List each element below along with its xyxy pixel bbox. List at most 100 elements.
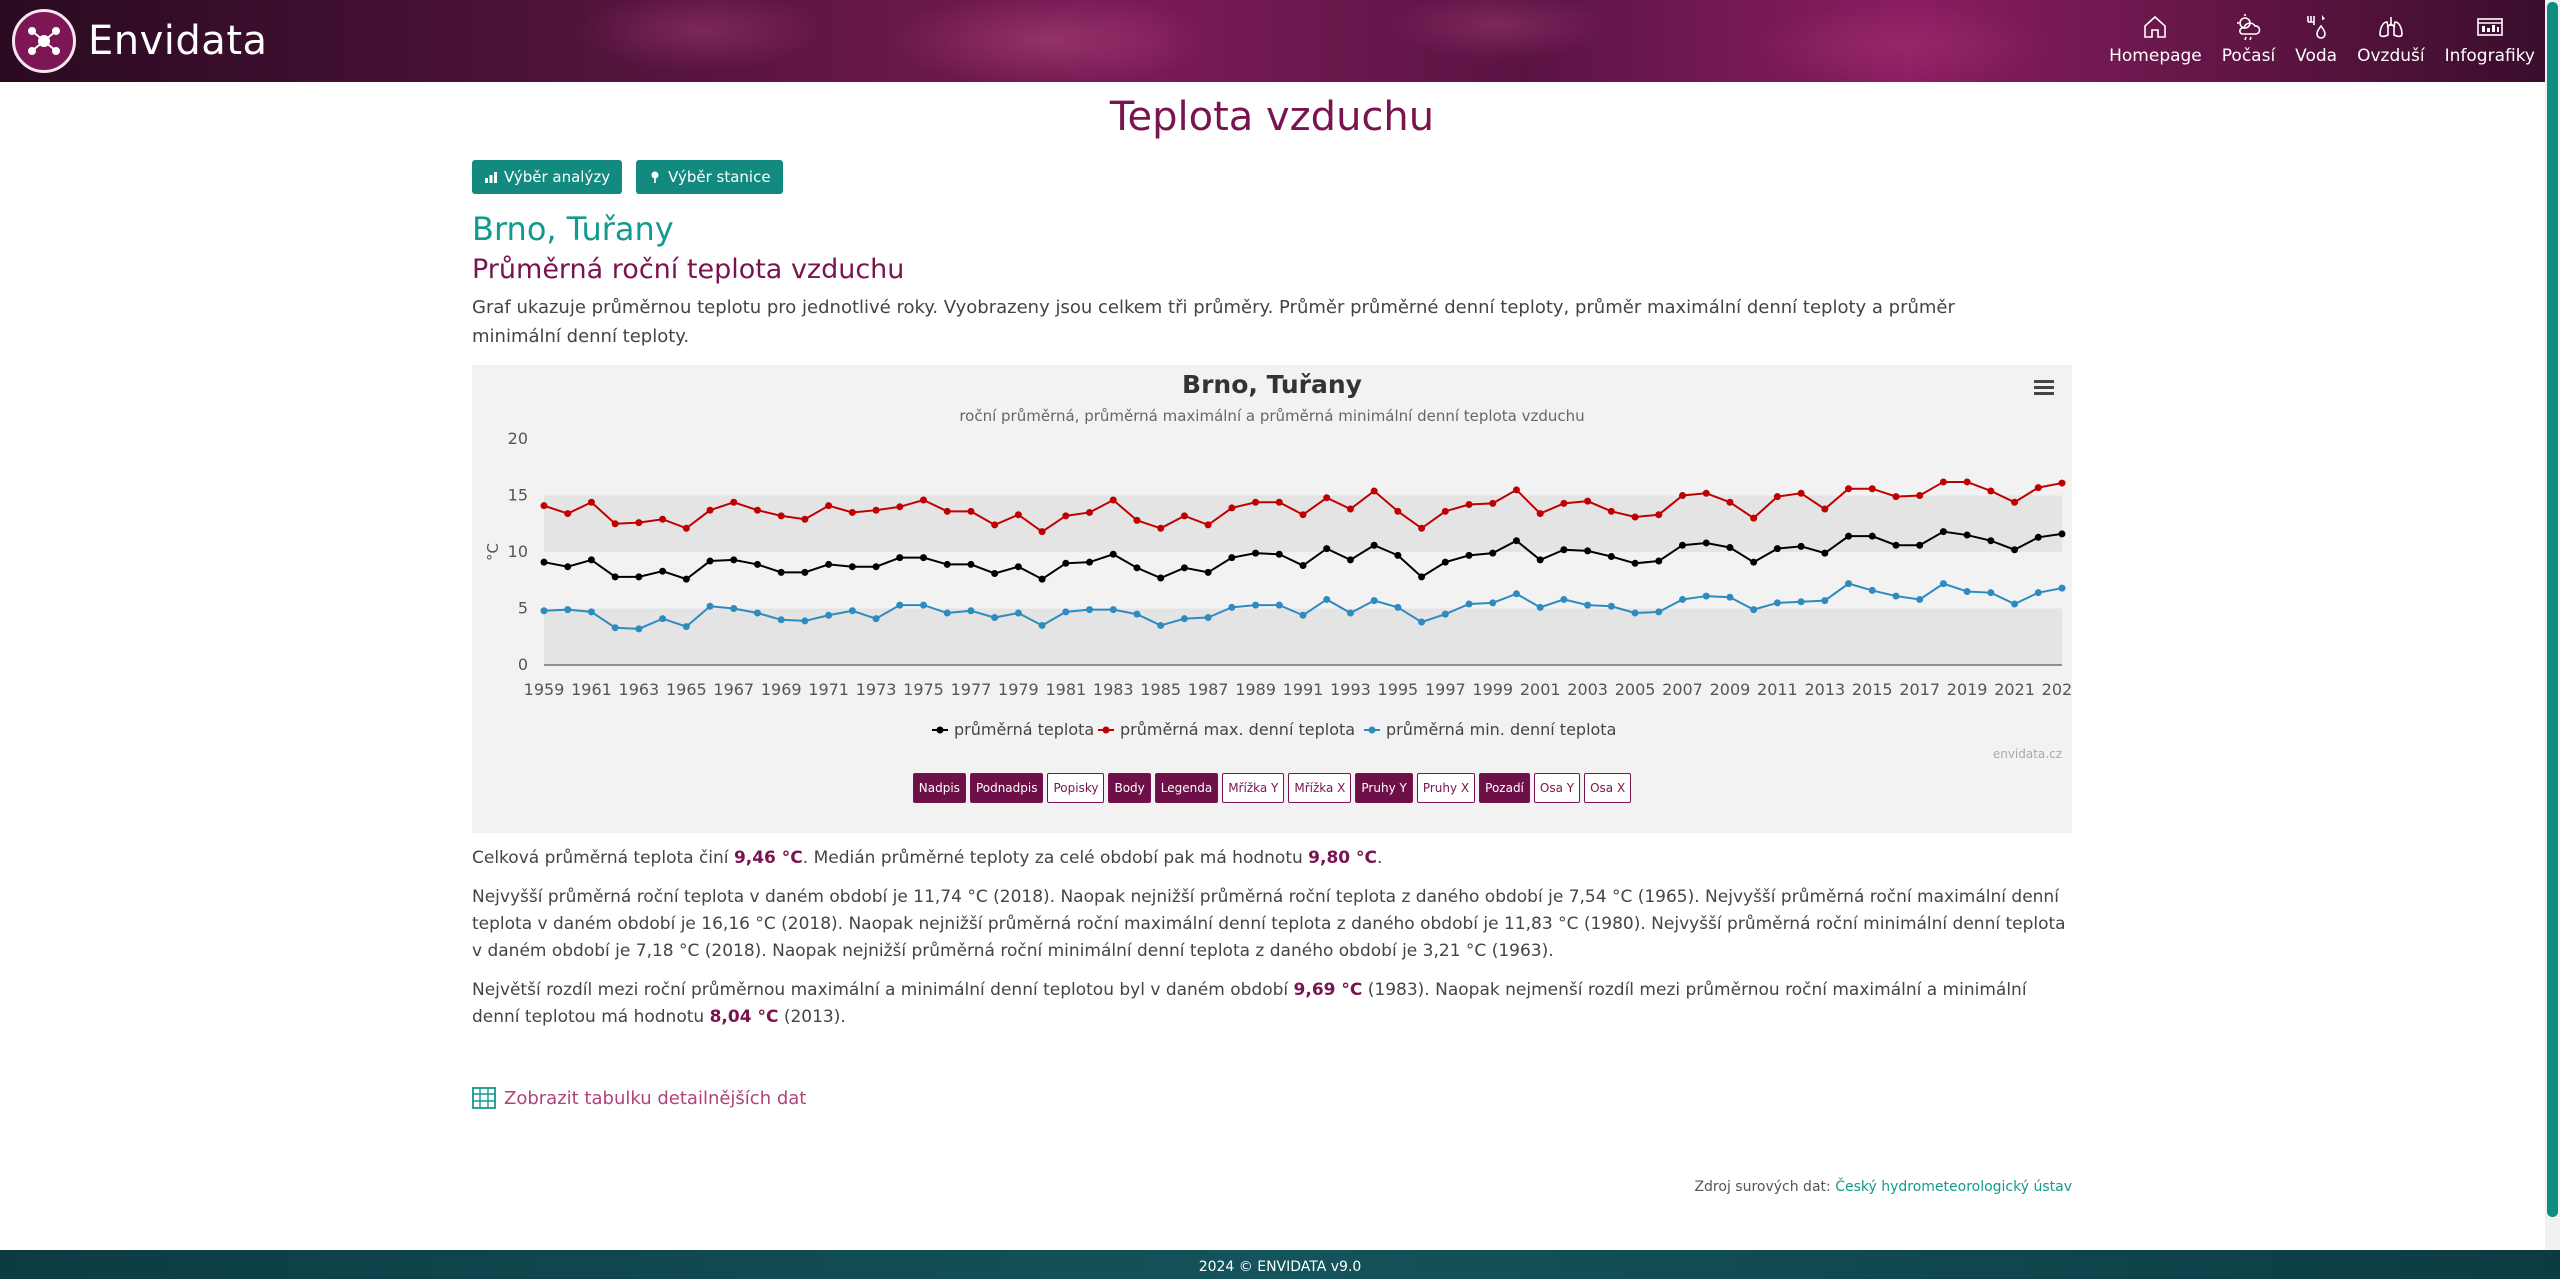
- series-point-0: [1228, 554, 1236, 562]
- x-tick-label: 1963: [619, 680, 660, 699]
- series-point-0: [967, 560, 975, 568]
- series-point-1: [611, 520, 619, 528]
- series-point-0: [1133, 564, 1141, 572]
- series-point-2: [872, 615, 880, 623]
- x-tick-label: 2013: [1804, 680, 1845, 699]
- x-tick-label: 1969: [761, 680, 802, 699]
- series-point-1: [1584, 497, 1592, 505]
- x-tick-label: 1999: [1472, 680, 1513, 699]
- series-point-1: [1631, 513, 1639, 521]
- y-tick-label: 5: [518, 599, 528, 618]
- x-tick-label: 2011: [1757, 680, 1798, 699]
- series-point-2: [1536, 603, 1544, 611]
- series-point-2: [967, 607, 975, 615]
- chart-menu-icon[interactable]: [2032, 377, 2056, 401]
- scrollbar-thumb[interactable]: [2547, 2, 2558, 1217]
- chart-toggle-pruhy-y[interactable]: Pruhy Y: [1355, 773, 1413, 803]
- chart-toggle-mřížka-x[interactable]: Mřížka X: [1288, 773, 1352, 803]
- chart-toggle-osa-y[interactable]: Osa Y: [1533, 773, 1581, 803]
- chart-toggle-popisky[interactable]: Popisky: [1047, 773, 1105, 803]
- stat-median-value: 9,80 °C: [1308, 848, 1378, 868]
- x-tick-label: 1971: [808, 680, 849, 699]
- series-point-2: [1773, 599, 1781, 607]
- station-select-button[interactable]: Výběr stanice: [636, 160, 783, 194]
- series-point-2: [540, 607, 548, 615]
- series-point-2: [2011, 600, 2019, 608]
- analysis-select-button[interactable]: Výběr analýzy: [472, 160, 623, 194]
- series-point-0: [1584, 547, 1592, 555]
- x-tick-label: 1985: [1140, 680, 1181, 699]
- series-point-2: [1750, 606, 1758, 614]
- logo-icon: [12, 9, 76, 73]
- chart-toggle-podnadpis[interactable]: Podnadpis: [969, 773, 1044, 803]
- series-point-0: [682, 575, 690, 583]
- stat-mean-value: 9,46 °C: [733, 848, 803, 868]
- stat-summary: Celková průměrná teplota činí 9,46 °C. M…: [472, 845, 2072, 872]
- series-point-0: [1655, 557, 1663, 565]
- series-point-2: [1607, 602, 1615, 610]
- chart-title: Brno, Tuřany: [1182, 370, 1362, 399]
- series-point-0: [611, 573, 619, 581]
- series-point-0: [1204, 568, 1212, 576]
- show-table-link[interactable]: Zobrazit tabulku detailnějších dat: [472, 1087, 2072, 1109]
- y-tick-label: 15: [508, 486, 528, 505]
- series-point-2: [1987, 589, 1995, 597]
- series-point-0: [1323, 545, 1331, 553]
- chart-toggle-pozadí[interactable]: Pozadí: [1479, 773, 1530, 803]
- series-point-0: [825, 560, 833, 568]
- series-point-0: [1394, 551, 1402, 559]
- logo[interactable]: Envidata: [12, 9, 268, 73]
- series-point-2: [1133, 610, 1141, 618]
- series-point-0: [1441, 558, 1449, 566]
- series-point-0: [1892, 541, 1900, 549]
- series-point-2: [1631, 609, 1639, 617]
- series-point-2: [1868, 586, 1876, 594]
- series-point-2: [825, 611, 833, 619]
- series-point-2: [1845, 580, 1853, 588]
- series-point-2: [1939, 580, 1947, 588]
- y-band: [544, 495, 2062, 552]
- series-point-1: [2034, 484, 2042, 492]
- series-point-2: [730, 605, 738, 612]
- chart-toggle-nadpis[interactable]: Nadpis: [912, 773, 966, 803]
- x-tick-label: 1975: [903, 680, 944, 699]
- chart-toggle-pruhy-x[interactable]: Pruhy X: [1416, 773, 1476, 803]
- series-point-1: [1109, 496, 1117, 504]
- series-point-2: [635, 625, 643, 633]
- series-point-0: [943, 560, 951, 568]
- series-point-1: [1702, 489, 1710, 497]
- nav-pocasi[interactable]: Počasí: [2212, 12, 2285, 66]
- series-point-0: [872, 563, 880, 571]
- series-point-1: [1892, 493, 1900, 501]
- chart-credit[interactable]: envidata.cz: [1992, 747, 2062, 761]
- nav-voda[interactable]: Voda: [2285, 12, 2347, 66]
- nav-ovzdusi[interactable]: Ovzduší: [2347, 12, 2435, 66]
- nav-homepage[interactable]: Homepage: [2099, 12, 2212, 66]
- page-scrollbar[interactable]: [2545, 0, 2560, 1250]
- logo-text: Envidata: [88, 18, 268, 64]
- series-point-0: [1939, 528, 1947, 536]
- series-point-2: [1418, 618, 1426, 626]
- series-point-2: [1726, 593, 1734, 601]
- series-point-2: [1204, 614, 1212, 622]
- series-point-2: [2034, 589, 2042, 597]
- series-point-0: [1275, 550, 1283, 558]
- series-point-1: [1750, 514, 1758, 522]
- series-point-1: [777, 512, 785, 520]
- x-tick-label: 1961: [571, 680, 612, 699]
- water-icon: [2307, 15, 2326, 39]
- chart-toggle-body[interactable]: Body: [1108, 773, 1151, 803]
- series-point-0: [896, 554, 904, 562]
- series-point-2: [706, 602, 714, 610]
- series-point-0: [706, 557, 714, 565]
- chart-toggle-mřížka-y[interactable]: Mřížka Y: [1222, 773, 1285, 803]
- source-link[interactable]: Český hydrometeorologický ústav: [1835, 1179, 2072, 1195]
- chart-toggle-legenda[interactable]: Legenda: [1154, 773, 1219, 803]
- series-point-0: [1157, 574, 1165, 582]
- station-select-label: Výběr stanice: [668, 168, 771, 186]
- chart-toggle-osa-x[interactable]: Osa X: [1584, 773, 1632, 803]
- nav-infografiky[interactable]: Infografiky: [2435, 12, 2545, 66]
- series-point-2: [920, 601, 927, 609]
- x-tick-label: 1979: [998, 680, 1039, 699]
- series-point-0: [1086, 558, 1094, 566]
